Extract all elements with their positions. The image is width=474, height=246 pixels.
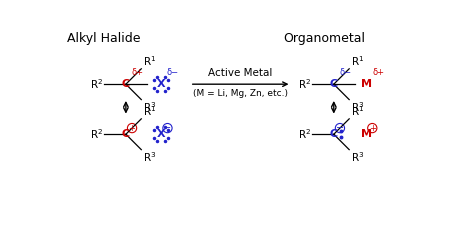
Text: −: − [164, 123, 172, 133]
Text: C: C [122, 129, 130, 139]
Text: X: X [157, 79, 165, 89]
Text: R$^3$: R$^3$ [351, 150, 364, 164]
Text: R$^3$: R$^3$ [143, 100, 156, 114]
Text: +: + [128, 123, 136, 133]
Text: C: C [330, 129, 338, 139]
Text: +: + [369, 123, 376, 133]
Text: (M = Li, Mg, Zn, etc.): (M = Li, Mg, Zn, etc.) [193, 89, 288, 98]
Text: X: X [157, 129, 165, 139]
Text: Organometal: Organometal [284, 32, 366, 45]
Text: −: − [336, 123, 344, 133]
Text: R$^2$: R$^2$ [298, 127, 310, 141]
Text: R$^2$: R$^2$ [90, 127, 103, 141]
Text: Alkyl Halide: Alkyl Halide [66, 32, 140, 45]
Text: R$^1$: R$^1$ [143, 54, 156, 68]
Text: C: C [122, 79, 130, 89]
Text: R$^3$: R$^3$ [351, 100, 364, 114]
Text: R$^2$: R$^2$ [298, 77, 310, 91]
Text: δ+: δ+ [372, 68, 384, 77]
Text: Active Metal: Active Metal [209, 68, 273, 78]
Text: δ−: δ− [339, 68, 351, 77]
Text: R$^3$: R$^3$ [143, 150, 156, 164]
Text: M: M [361, 129, 372, 139]
Text: R$^1$: R$^1$ [351, 104, 364, 118]
Text: R$^2$: R$^2$ [90, 77, 103, 91]
Text: C: C [330, 79, 338, 89]
Text: δ−: δ− [167, 68, 179, 77]
Text: R$^1$: R$^1$ [351, 54, 364, 68]
Text: R$^1$: R$^1$ [143, 104, 156, 118]
Text: δ+: δ+ [131, 68, 143, 77]
Text: M: M [361, 79, 372, 89]
